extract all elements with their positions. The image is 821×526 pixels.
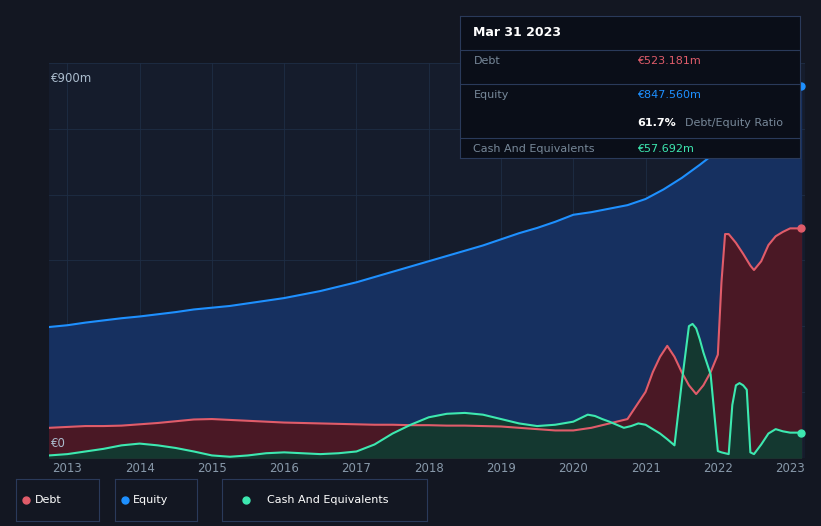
Text: Mar 31 2023: Mar 31 2023 bbox=[474, 26, 562, 39]
Text: €900m: €900m bbox=[51, 72, 92, 85]
Text: €0: €0 bbox=[51, 437, 66, 450]
Text: Debt/Equity Ratio: Debt/Equity Ratio bbox=[685, 118, 782, 128]
Text: Equity: Equity bbox=[133, 494, 168, 505]
Text: Equity: Equity bbox=[474, 89, 509, 99]
Text: Debt: Debt bbox=[474, 56, 500, 66]
Text: €523.181m: €523.181m bbox=[637, 56, 700, 66]
Text: 61.7%: 61.7% bbox=[637, 118, 676, 128]
Text: €847.560m: €847.560m bbox=[637, 89, 701, 99]
Text: Cash And Equivalents: Cash And Equivalents bbox=[474, 144, 595, 154]
Text: Cash And Equivalents: Cash And Equivalents bbox=[267, 494, 388, 505]
Text: Debt: Debt bbox=[34, 494, 62, 505]
Text: €57.692m: €57.692m bbox=[637, 144, 694, 154]
